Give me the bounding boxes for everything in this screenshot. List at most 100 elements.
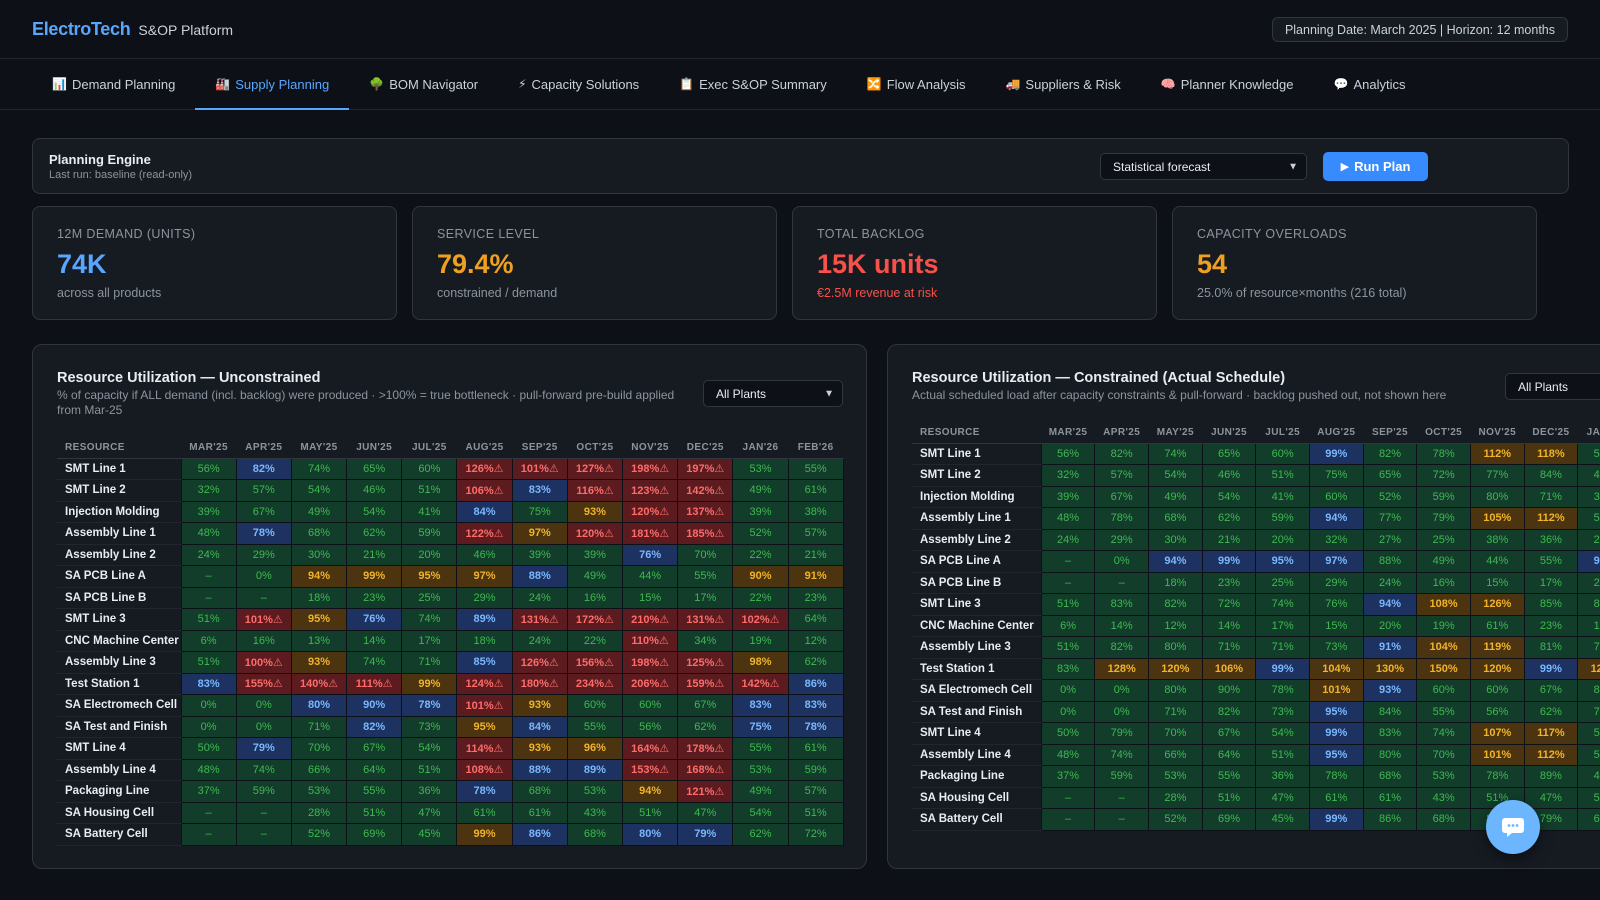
utilization-cell[interactable]: 79% (235, 737, 292, 760)
utilization-cell[interactable]: 76% (1308, 593, 1364, 616)
utilization-cell[interactable]: 56% (1469, 700, 1525, 723)
utilization-cell[interactable]: 62% (1577, 808, 1600, 831)
utilization-cell[interactable]: 168%⚠ (677, 758, 734, 781)
utilization-cell[interactable]: 67% (677, 694, 734, 717)
utilization-cell[interactable]: 164%⚠ (621, 737, 679, 760)
utilization-cell[interactable]: 74% (401, 608, 458, 631)
run-plan-button[interactable]: ▶ Run Plan (1323, 152, 1428, 181)
utilization-cell[interactable]: – (1094, 808, 1150, 831)
utilization-cell[interactable]: 62% (677, 715, 734, 738)
utilization-cell[interactable]: 120%⚠ (566, 522, 624, 545)
utilization-cell[interactable]: 51% (180, 651, 237, 674)
utilization-cell[interactable]: 29% (1094, 528, 1150, 551)
utilization-cell[interactable]: 41% (401, 500, 458, 523)
tab-bom-navigator[interactable]: 🌳 BOM Navigator (349, 59, 498, 109)
utilization-cell[interactable]: – (1040, 786, 1096, 809)
utilization-cell[interactable]: 39% (180, 500, 237, 523)
utilization-cell[interactable]: 29% (456, 586, 513, 609)
utilization-cell[interactable]: 51% (1255, 464, 1310, 487)
utilization-cell[interactable]: 78% (787, 715, 844, 738)
utilization-cell[interactable]: 82% (1094, 442, 1150, 465)
utilization-cell[interactable]: 20% (1362, 614, 1418, 637)
utilization-cell[interactable]: 108% (1416, 593, 1471, 616)
utilization-cell[interactable]: 185%⚠ (677, 522, 734, 545)
utilization-cell[interactable]: 99% (1255, 657, 1310, 680)
utilization-cell[interactable]: 68% (1362, 765, 1418, 788)
utilization-cell[interactable]: 75% (1308, 464, 1364, 487)
utilization-cell[interactable]: 56% (1040, 442, 1096, 465)
utilization-cell[interactable]: 71% (1148, 700, 1203, 723)
tab-capacity-solutions[interactable]: ⚡ Capacity Solutions (498, 59, 659, 109)
utilization-cell[interactable]: 74% (346, 651, 403, 674)
utilization-cell[interactable]: 32% (1040, 464, 1096, 487)
utilization-cell[interactable]: 71% (1201, 636, 1257, 659)
utilization-cell[interactable]: 83% (1040, 657, 1096, 680)
utilization-cell[interactable]: 75% (1577, 700, 1600, 723)
utilization-cell[interactable]: 99% (1201, 550, 1257, 573)
utilization-cell[interactable]: 68% (1148, 507, 1203, 530)
utilization-cell[interactable]: 49% (1148, 485, 1203, 508)
utilization-cell[interactable]: 93% (1362, 679, 1418, 702)
utilization-cell[interactable]: 49% (732, 780, 789, 803)
utilization-cell[interactable]: 57% (787, 522, 844, 545)
utilization-cell[interactable]: 43% (566, 801, 624, 824)
utilization-cell[interactable]: 93% (290, 651, 348, 674)
utilization-cell[interactable]: 76% (346, 608, 403, 631)
utilization-cell[interactable]: 61% (787, 479, 844, 502)
utilization-cell[interactable]: 93% (511, 694, 568, 717)
utilization-cell[interactable]: 60% (1255, 442, 1310, 465)
utilization-cell[interactable]: 108%⚠ (456, 758, 513, 781)
utilization-cell[interactable]: 60% (401, 457, 458, 480)
utilization-cell[interactable]: 99% (456, 823, 513, 846)
utilization-cell[interactable]: 37% (1040, 765, 1096, 788)
utilization-cell[interactable]: 32% (1308, 528, 1364, 551)
utilization-cell[interactable]: 64% (346, 758, 403, 781)
utilization-cell[interactable]: 126% (1469, 593, 1525, 616)
utilization-cell[interactable]: 90% (1577, 550, 1600, 573)
utilization-cell[interactable]: – (1094, 571, 1150, 594)
utilization-cell[interactable]: 73% (1255, 700, 1310, 723)
utilization-cell[interactable]: 69% (1201, 808, 1257, 831)
utilization-cell[interactable]: 88% (511, 758, 568, 781)
utilization-cell[interactable]: 101%⚠ (235, 608, 292, 631)
utilization-cell[interactable]: 51% (1040, 593, 1096, 616)
utilization-cell[interactable]: 23% (346, 586, 403, 609)
utilization-cell[interactable]: 51% (1040, 636, 1096, 659)
utilization-cell[interactable]: 101% (1308, 679, 1364, 702)
utilization-cell[interactable]: 45% (401, 823, 458, 846)
utilization-cell[interactable]: 27% (1362, 528, 1418, 551)
utilization-cell[interactable]: 49% (1577, 464, 1600, 487)
utilization-cell[interactable]: 118% (1523, 442, 1579, 465)
utilization-cell[interactable]: 55% (1201, 765, 1257, 788)
utilization-cell[interactable]: 0% (1094, 679, 1150, 702)
utilization-cell[interactable]: 99% (1308, 442, 1364, 465)
utilization-cell[interactable]: 54% (290, 479, 348, 502)
utilization-cell[interactable]: 81% (1523, 636, 1579, 659)
utilization-cell[interactable]: 82% (1201, 700, 1257, 723)
utilization-cell[interactable]: 83% (1094, 593, 1150, 616)
utilization-cell[interactable]: 60% (621, 694, 679, 717)
utilization-cell[interactable]: 78% (1308, 765, 1364, 788)
utilization-cell[interactable]: 51% (1255, 743, 1310, 766)
utilization-cell[interactable]: 0% (1094, 700, 1150, 723)
utilization-cell[interactable]: 94% (1148, 550, 1203, 573)
utilization-cell[interactable]: 51% (401, 479, 458, 502)
utilization-cell[interactable]: 39% (732, 500, 789, 523)
utilization-cell[interactable]: 83% (732, 694, 789, 717)
utilization-cell[interactable]: 49% (566, 565, 624, 588)
utilization-cell[interactable]: 50% (180, 737, 237, 760)
utilization-cell[interactable]: 83% (1577, 679, 1600, 702)
utilization-cell[interactable]: 68% (511, 780, 568, 803)
utilization-cell[interactable]: 111%⚠ (346, 672, 403, 695)
utilization-cell[interactable]: 28% (1148, 786, 1203, 809)
tab-suppliers-risk[interactable]: 🚚 Suppliers & Risk (985, 59, 1140, 109)
utilization-cell[interactable]: 19% (1577, 614, 1600, 637)
utilization-cell[interactable]: 60% (1416, 679, 1471, 702)
utilization-cell[interactable]: 180%⚠ (511, 672, 568, 695)
utilization-cell[interactable]: 0% (1040, 679, 1096, 702)
utilization-cell[interactable]: 198%⚠ (621, 457, 679, 480)
utilization-cell[interactable]: 50% (1040, 722, 1096, 745)
utilization-cell[interactable]: 69% (346, 823, 403, 846)
utilization-cell[interactable]: 120% (1469, 657, 1525, 680)
utilization-cell[interactable]: 105% (1469, 507, 1525, 530)
